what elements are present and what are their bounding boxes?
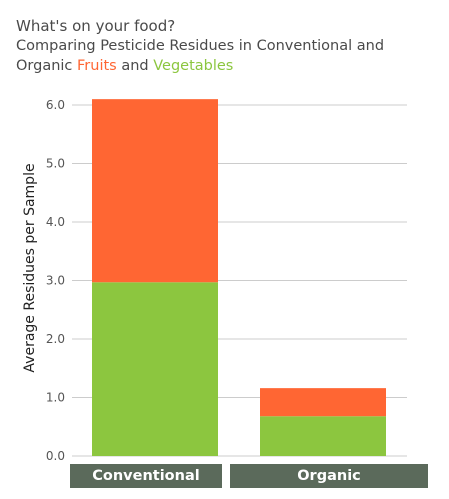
y-tick-label: 5.0 [46, 157, 65, 171]
subtitle-and: and [121, 58, 149, 74]
y-axis-label: Average Residues per Sample [22, 163, 38, 372]
subtitle-organic: Organic [16, 58, 73, 74]
bar-organic-fruits [260, 388, 386, 417]
category-label-organic: Organic [230, 464, 428, 488]
y-tick-label: 4.0 [46, 215, 65, 229]
category-label-conventional: Conventional [70, 464, 222, 488]
bar-organic-vegetables [260, 416, 386, 456]
bar-conventional-fruits [92, 99, 218, 283]
chart-subtitle-line2: Organic Fruits and Vegetables [16, 56, 384, 76]
subtitle-fruits: Fruits [77, 58, 117, 74]
y-tick-label: 3.0 [46, 274, 65, 288]
subtitle-vegetables: Vegetables [153, 58, 234, 74]
title-block: What's on your food? Comparing Pesticide… [16, 16, 384, 76]
chart-title: What's on your food? [16, 17, 176, 35]
y-tick-label: 0.0 [46, 449, 65, 463]
y-tick-label: 1.0 [46, 391, 65, 405]
y-tick-label: 2.0 [46, 332, 65, 346]
bar-conventional-vegetables [92, 282, 218, 456]
y-axis-ticks: 0.0 1.0 2.0 3.0 4.0 5.0 6.0 [46, 98, 65, 463]
chart-subtitle-line1: Comparing Pesticide Residues in Conventi… [16, 38, 385, 54]
bars [92, 99, 386, 456]
y-tick-label: 6.0 [46, 98, 65, 112]
